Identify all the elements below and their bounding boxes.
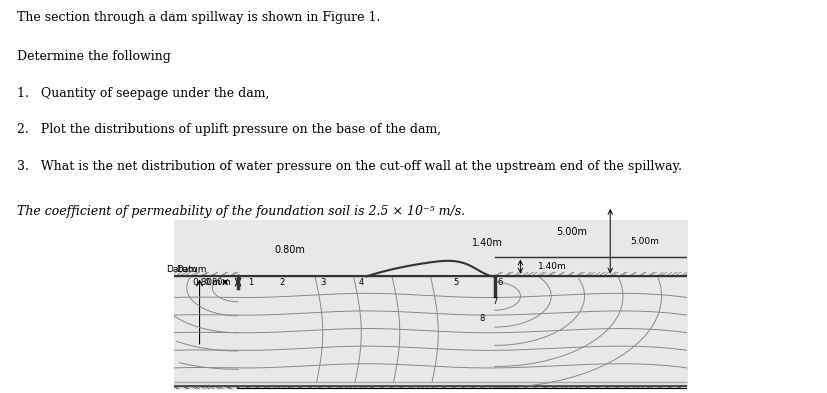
Text: 1: 1 (248, 277, 253, 286)
Text: 2.   Plot the distributions of uplift pressure on the base of the dam,: 2. Plot the distributions of uplift pres… (17, 123, 440, 136)
Text: 7: 7 (491, 297, 497, 306)
Text: 3: 3 (320, 277, 325, 286)
Text: 0.80m: 0.80m (274, 245, 304, 255)
Text: Datum: Datum (176, 264, 207, 274)
Text: 1.40m: 1.40m (538, 262, 566, 271)
Text: 6: 6 (496, 277, 502, 286)
Text: 5: 5 (453, 277, 458, 286)
Text: 5.00m: 5.00m (630, 237, 659, 246)
Text: 8: 8 (479, 314, 484, 323)
Text: 1.   Quantity of seepage under the dam,: 1. Quantity of seepage under the dam, (17, 86, 269, 99)
Text: 0.80m: 0.80m (193, 277, 222, 286)
Text: 5.00m: 5.00m (556, 227, 586, 237)
Text: The section through a dam spillway is shown in Figure 1.: The section through a dam spillway is sh… (17, 11, 380, 24)
Text: 1.40m: 1.40m (471, 238, 502, 248)
Text: 4: 4 (358, 277, 363, 286)
Text: 3.   What is the net distribution of water pressure on the cut-off wall at the u: 3. What is the net distribution of water… (17, 160, 681, 173)
Text: 2: 2 (279, 277, 284, 286)
Text: 0.80m: 0.80m (204, 277, 231, 286)
Text: Determine the following: Determine the following (17, 50, 170, 63)
Text: The coefficient of permeability of the foundation soil is 2.5 × 10⁻⁵ m/s.: The coefficient of permeability of the f… (17, 205, 464, 218)
Text: Datum: Datum (166, 265, 197, 274)
